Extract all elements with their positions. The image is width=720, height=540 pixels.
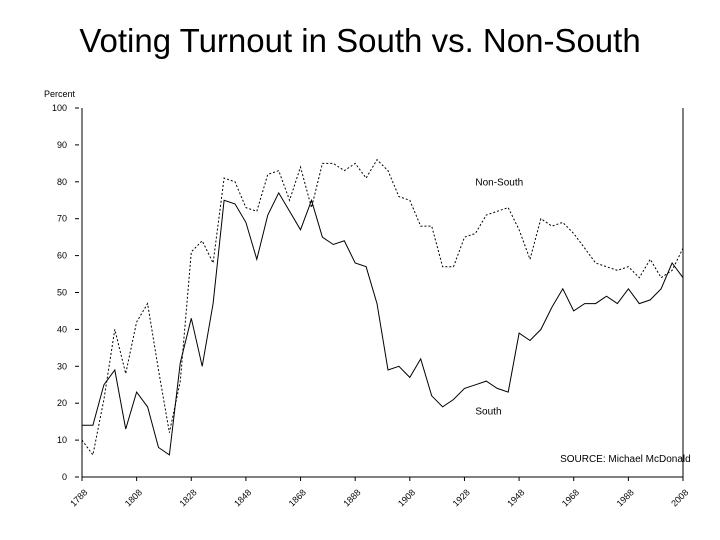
series-south-line [82, 191, 684, 456]
y-axis-label: Percent [44, 89, 76, 99]
x-tick-label: 1788 [68, 487, 89, 508]
annotation-1: South [475, 406, 501, 417]
y-tick-label: 40 [57, 324, 67, 334]
chart-series [81, 158, 684, 457]
y-tick-label: 10 [57, 435, 67, 445]
y-tick-label: 90 [57, 140, 67, 150]
y-tick-label: 80 [57, 177, 67, 187]
x-tick-label: 1888 [341, 487, 362, 508]
x-tick-label: 1828 [177, 487, 198, 508]
chart-title: Voting Turnout in South vs. Non-South [79, 22, 641, 59]
x-tick-label: 1808 [123, 487, 144, 508]
x-tick-label: 1928 [451, 487, 472, 508]
annotation-0: Non-South [475, 177, 523, 188]
x-tick-label: 1848 [232, 487, 253, 508]
series-non-south-line [81, 158, 684, 457]
x-tick-label: 1868 [287, 487, 308, 508]
x-tick-label: 1908 [396, 487, 417, 508]
x-tick-label: 2008 [669, 487, 690, 508]
chart-annotations: Non-South South SOURCE: Michael McDonald [475, 177, 690, 465]
y-tick-label: 70 [57, 214, 67, 224]
y-tick-label: 100 [52, 103, 67, 113]
y-tick-label: 20 [57, 398, 67, 408]
chart-axes: Percent [44, 89, 684, 478]
y-tick-label: 0 [62, 472, 67, 482]
annotation-2: SOURCE: Michael McDonald [560, 454, 691, 465]
x-tick-label: 1988 [615, 487, 636, 508]
y-tick-label: 50 [57, 288, 67, 298]
x-tick-label: 1948 [505, 487, 526, 508]
y-tick-label: 30 [57, 361, 67, 371]
chart-ticks: 0 10 20 30 40 50 60 70 80 90 100 1788 1808 1828 1848 18… [52, 103, 690, 509]
x-tick-label: 1968 [560, 487, 581, 508]
y-tick-label: 60 [57, 251, 67, 261]
